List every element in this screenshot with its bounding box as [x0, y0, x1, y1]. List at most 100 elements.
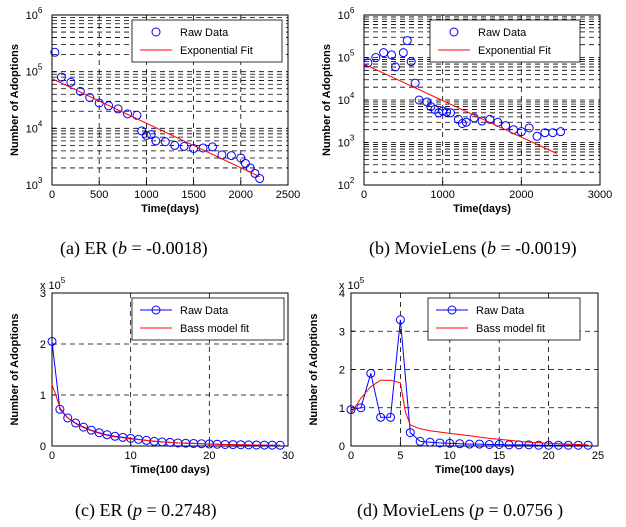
raw-data-point [113, 104, 123, 114]
fit-line [363, 63, 557, 154]
raw-data-point [85, 93, 95, 103]
raw-data-point [376, 412, 386, 422]
y-tick-label: 3 [40, 288, 46, 300]
y-tick-label: 2 [40, 339, 46, 351]
x-axis-label: Time(days) [141, 203, 199, 215]
raw-data-point [132, 110, 142, 120]
raw-data-point [544, 440, 554, 450]
y-tick-exponent: 5 [38, 63, 43, 72]
raw-data-point [445, 438, 455, 448]
y-tick-exponent: 6 [350, 6, 355, 15]
chart-c-er-bass: 0 10 20 30 0 1 2 3x 105 Time(100 days) Number of … [9, 276, 294, 476]
y-tick-label: 105 [338, 49, 355, 65]
raw-data-point [50, 47, 60, 57]
raw-data-point [71, 418, 81, 428]
x-tick-label: 1500 [181, 189, 205, 201]
legend-label-raw: Raw Data [478, 27, 527, 39]
raw-data-point [532, 131, 542, 141]
y-tick-label: 0 [339, 441, 345, 453]
y-tick-exponent: 4 [38, 119, 43, 128]
y-axis-multiplier: x 105 [40, 276, 66, 292]
legend-box [131, 297, 285, 341]
raw-data-point [395, 315, 405, 325]
x-tick-label: 2500 [276, 189, 300, 201]
y-multiplier-base: x 10 [339, 280, 360, 292]
y-axis-label: Number of Adoptions [308, 313, 320, 425]
y-axis-label: Number of Adoptions [9, 313, 21, 425]
x-tick-label: 20 [542, 450, 554, 462]
raw-data-point [387, 50, 397, 60]
x-tick-label: 0 [49, 189, 55, 201]
raw-data-point [207, 142, 217, 152]
caption-a: (a) ER (b = -0.0018) [60, 238, 208, 258]
raw-data-point [477, 116, 487, 126]
y-tick-base: 10 [338, 180, 350, 192]
raw-data-point [63, 413, 73, 423]
raw-data-point [457, 118, 467, 128]
legend-box [427, 297, 581, 341]
raw-data-point [485, 114, 495, 124]
raw-data-point [151, 136, 161, 146]
x-tick-label: 15 [493, 450, 505, 462]
x-tick-label: 20 [203, 450, 215, 462]
raw-data-point [556, 127, 566, 137]
y-tick-exponent: 3 [38, 176, 43, 185]
x-tick-label: 0 [348, 450, 354, 462]
raw-data-point [474, 439, 484, 449]
legend-raw-marker [151, 305, 161, 315]
y-tick-base: 10 [338, 53, 350, 65]
legend-label-fit: Bass model fit [476, 323, 545, 335]
y-tick-label: 1 [339, 403, 345, 415]
y-tick-label: 102 [338, 176, 355, 192]
raw-data-point [405, 428, 415, 438]
legend-label-raw: Raw Data [476, 305, 525, 317]
raw-data-point [226, 151, 236, 161]
y-axis-multiplier: x 105 [339, 276, 365, 292]
fit-line [350, 379, 589, 446]
raw-data-point [415, 436, 425, 446]
raw-data-point [484, 439, 494, 449]
x-tick-label: 30 [282, 450, 294, 462]
raw-data-point [55, 404, 65, 414]
raw-data-point [402, 36, 412, 46]
raw-data-point [66, 77, 76, 87]
raw-data-point [241, 158, 251, 168]
x-tick-label: 10 [125, 450, 137, 462]
y-tick-base: 10 [26, 67, 38, 79]
y-tick-label: 104 [338, 91, 355, 107]
y-tick-base: 10 [26, 10, 38, 22]
y-tick-base: 10 [338, 95, 350, 107]
y-tick-exponent: 3 [350, 134, 355, 143]
raw-data-point [146, 129, 156, 139]
raw-data-point [435, 438, 445, 448]
legend-label-fit: Exponential Fit [180, 45, 253, 57]
legend-label-fit: Exponential Fit [478, 45, 551, 57]
legend-box [131, 19, 283, 63]
x-tick-label: 2000 [509, 189, 533, 201]
y-axis-label: Number of Adoptions [9, 44, 21, 156]
raw-data-point [573, 440, 583, 450]
raw-data-point [442, 107, 452, 117]
raw-data-point [504, 440, 514, 450]
raw-data-point [56, 72, 66, 82]
x-axis-label: Time(days) [453, 203, 511, 215]
legend-label-fit: Bass model fit [180, 323, 249, 335]
legend-raw-marker [447, 305, 457, 315]
x-tick-label: 25 [592, 450, 604, 462]
x-tick-label: 2000 [229, 189, 253, 201]
x-axis-label: Time(100 days) [130, 464, 210, 476]
raw-data-point [356, 403, 366, 413]
raw-data-point [455, 439, 465, 449]
y-tick-exponent: 6 [38, 6, 43, 15]
raw-data-point [366, 368, 376, 378]
raw-data-point [379, 48, 389, 58]
y-tick-label: 1 [40, 390, 46, 402]
legend-label-raw: Raw Data [180, 27, 229, 39]
raw-data-point [548, 128, 558, 138]
caption-c: (c) ER (p = 0.2748) [75, 500, 217, 520]
x-tick-label: 0 [361, 189, 367, 201]
raw-data-point [363, 58, 373, 68]
raw-data-point [371, 53, 381, 62]
